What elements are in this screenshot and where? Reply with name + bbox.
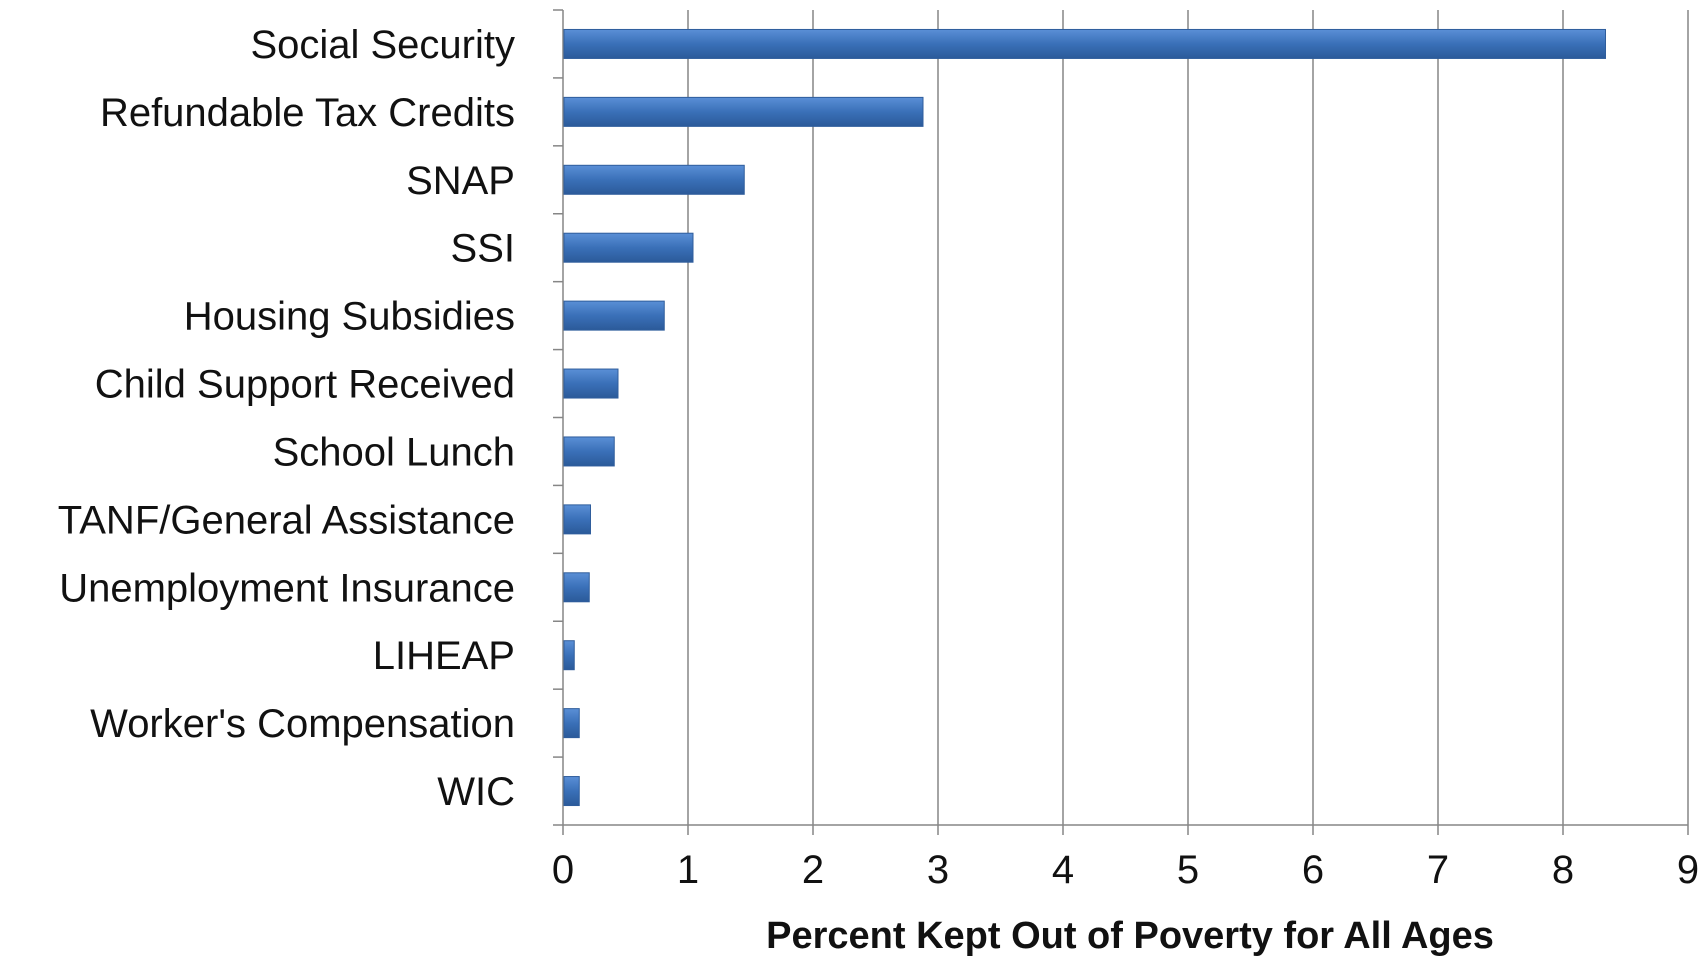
- x-tick-label: 4: [1052, 848, 1074, 892]
- bar: [563, 436, 615, 467]
- bar: [563, 96, 924, 127]
- gridlines: [687, 10, 1689, 825]
- bar: [563, 572, 590, 603]
- category-label: Worker's Compensation: [90, 702, 515, 746]
- category-label: TANF/General Assistance: [58, 498, 515, 542]
- x-tick-label: 3: [927, 848, 949, 892]
- bar: [563, 232, 694, 263]
- x-tick-label: 7: [1427, 848, 1449, 892]
- x-tick-label: 6: [1302, 848, 1324, 892]
- x-tick-labels: 0 1 2 3 4 5 6 7 8 9: [552, 848, 1699, 892]
- category-label: Child Support Received: [95, 363, 515, 407]
- axes: [553, 9, 1689, 835]
- x-tick-label: 0: [552, 848, 574, 892]
- bar: [563, 28, 1606, 59]
- category-label: SSI: [451, 227, 515, 271]
- bar: [563, 776, 580, 807]
- category-label: Housing Subsidies: [184, 295, 515, 339]
- bar: [563, 300, 665, 331]
- category-label: LIHEAP: [373, 634, 515, 678]
- x-axis-title: Percent Kept Out of Poverty for All Ages: [766, 915, 1494, 957]
- category-label: Social Security: [250, 23, 515, 67]
- category-label: School Lunch: [273, 430, 515, 474]
- category-label: Unemployment Insurance: [59, 566, 515, 610]
- bar: [563, 368, 619, 399]
- bar: [563, 164, 745, 195]
- bar: [563, 708, 580, 739]
- bar: [563, 640, 575, 671]
- category-label: SNAP: [406, 159, 515, 203]
- x-tick-label: 9: [1677, 848, 1699, 892]
- category-labels: Social Security Refundable Tax Credits SNA…: [58, 23, 515, 814]
- x-tick-label: 1: [677, 848, 699, 892]
- x-tick-label: 2: [802, 848, 824, 892]
- bars: [563, 28, 1606, 807]
- bar: [563, 504, 591, 535]
- x-tick-label: 5: [1177, 848, 1199, 892]
- category-label: Refundable Tax Credits: [100, 91, 515, 135]
- x-tick-label: 8: [1552, 848, 1574, 892]
- category-label: WIC: [437, 770, 515, 814]
